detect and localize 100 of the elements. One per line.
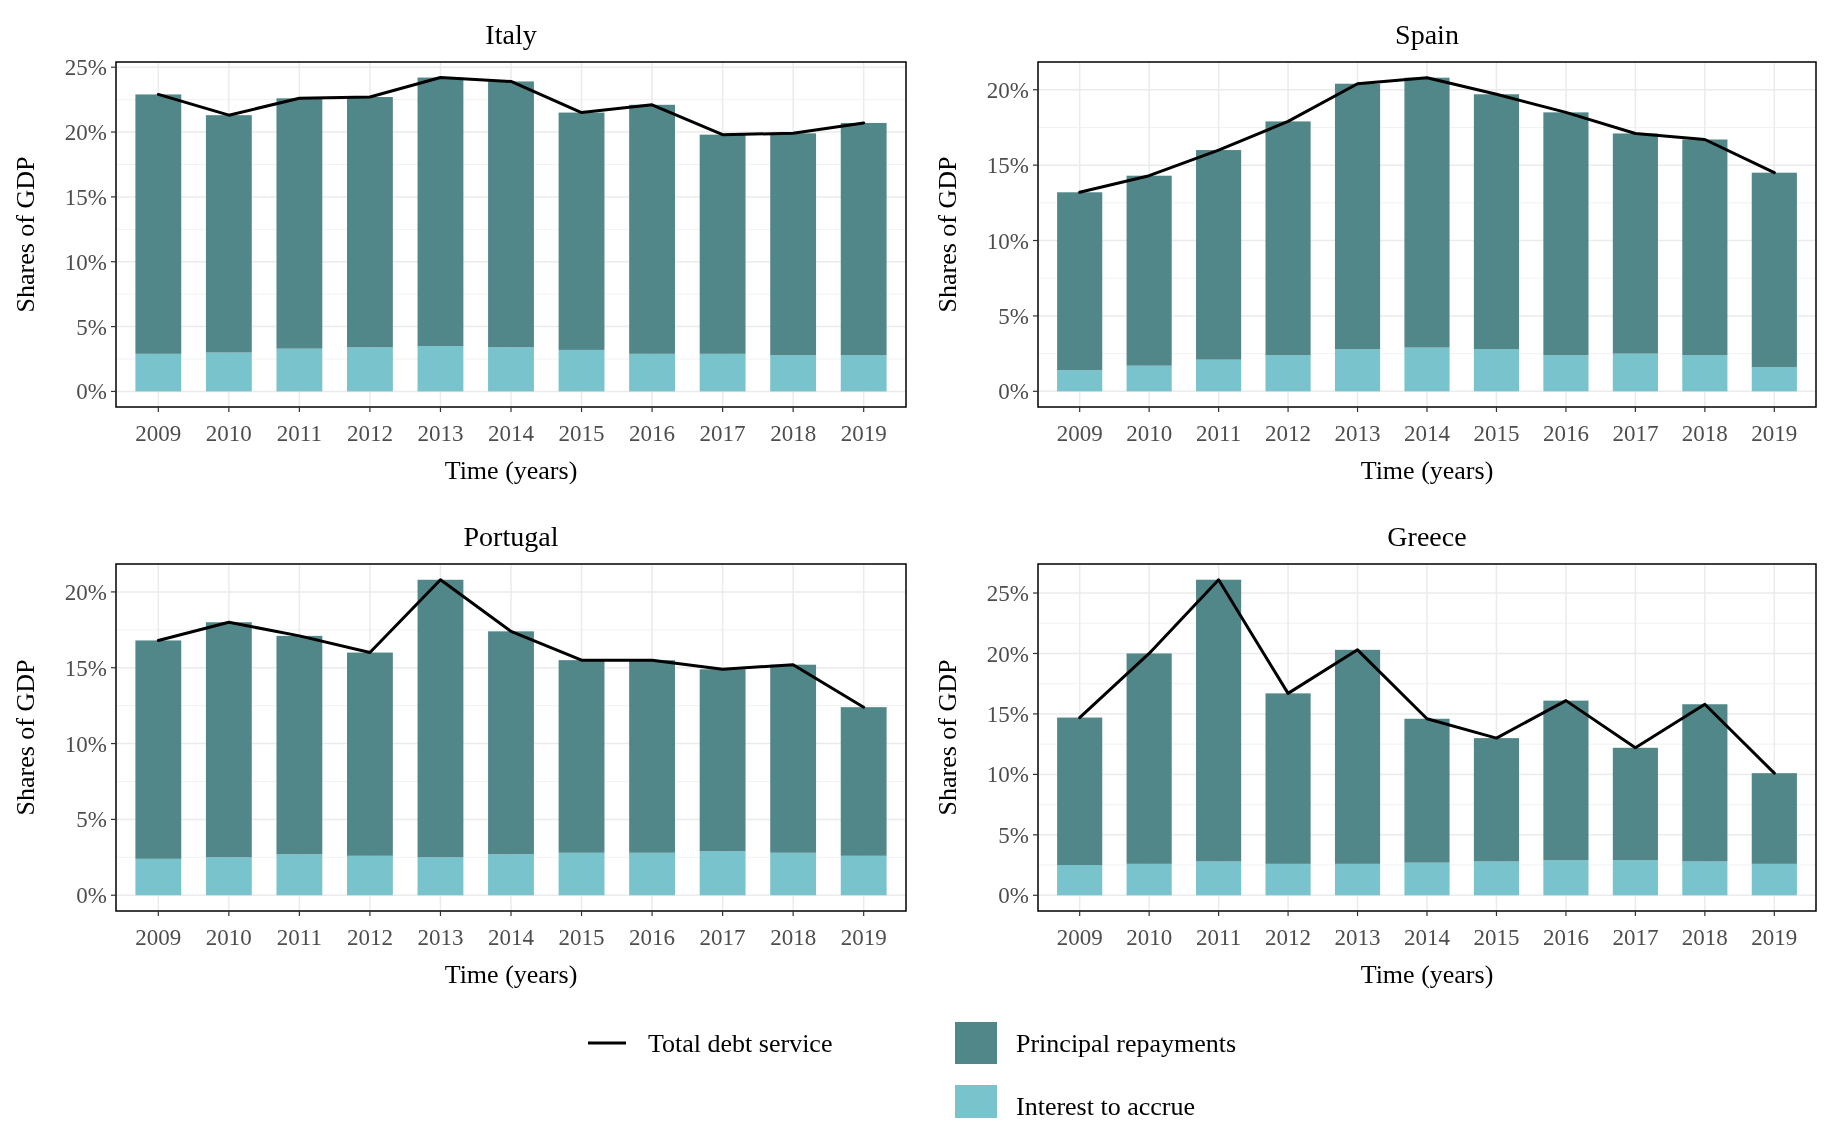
bar (1404, 347, 1450, 392)
y-tick-label: 10% (64, 249, 107, 275)
line-series (1078, 76, 1776, 194)
x-axis-title: Time (years) (1360, 456, 1494, 485)
x-tick-label: 2019 (840, 421, 887, 446)
bar (1473, 861, 1520, 896)
y-tick-label: 5% (76, 807, 107, 833)
bar (205, 622, 252, 858)
bar (699, 353, 746, 392)
bar (417, 579, 464, 858)
bar (205, 857, 252, 896)
bar (488, 854, 534, 896)
bar (1543, 355, 1589, 392)
line-series (1078, 578, 1776, 775)
y-tick-label: 5% (998, 822, 1029, 848)
y-tick-label: 25% (64, 55, 107, 81)
bar (770, 355, 817, 392)
bar (276, 348, 323, 392)
bar (276, 854, 323, 896)
y-tick-label: 20% (986, 77, 1029, 103)
bar (1682, 704, 1728, 862)
bar (135, 353, 182, 392)
x-tick-label: 2016 (629, 421, 676, 446)
y-tick-label: 15% (986, 153, 1029, 179)
bar (1334, 863, 1381, 896)
x-tick-label: 2018 (770, 925, 817, 950)
bar (629, 104, 675, 354)
legend-label: Total debt service (648, 1029, 833, 1059)
x-tick-label: 2014 (1404, 421, 1451, 446)
bar (699, 851, 746, 896)
bar (1334, 349, 1381, 392)
x-axis-title: Time (years) (444, 456, 578, 485)
bar (205, 115, 252, 353)
y-tick-label: 20% (64, 120, 107, 146)
x-tick-label: 2013 (417, 925, 464, 950)
bar (558, 349, 605, 392)
x-tick-label: 2010 (1126, 925, 1173, 950)
y-tick-label: 5% (998, 303, 1029, 329)
bar (488, 631, 534, 855)
x-tick-label: 2014 (488, 925, 535, 950)
bar (1751, 172, 1797, 368)
bar (1126, 653, 1172, 864)
x-tick-label: 2015 (558, 421, 605, 446)
x-tick-label: 2013 (1334, 421, 1381, 446)
x-tick-label: 2015 (558, 925, 605, 950)
bar (1473, 349, 1520, 392)
x-tick-label: 2019 (1751, 925, 1798, 950)
bar (1196, 150, 1242, 360)
bar (1126, 175, 1172, 366)
y-tick-label: 0% (76, 883, 107, 909)
x-tick-label: 2018 (770, 421, 817, 446)
bar (699, 134, 746, 354)
x-tick-label: 2009 (1056, 421, 1103, 446)
bar (770, 133, 817, 356)
bar (629, 660, 675, 853)
bar (417, 346, 464, 392)
bar (1751, 367, 1797, 392)
bar (1682, 355, 1728, 392)
x-tick-label: 2009 (135, 925, 182, 950)
x-tick-label: 2015 (1473, 421, 1520, 446)
bar (1612, 860, 1658, 896)
bar (347, 97, 393, 348)
x-tick-label: 2017 (1612, 925, 1659, 950)
y-tick-label: 10% (986, 762, 1029, 788)
bar (417, 857, 464, 896)
bar (1265, 693, 1311, 864)
bar (1404, 77, 1450, 348)
bar (276, 98, 323, 349)
y-tick-label: 0% (998, 379, 1029, 405)
bar (1265, 863, 1311, 896)
bar (1265, 121, 1311, 356)
bar (135, 94, 182, 354)
y-axis-title: Shares of GDP (933, 156, 962, 313)
x-tick-label: 2010 (205, 925, 252, 950)
bar (1334, 649, 1381, 864)
x-tick-label: 2012 (346, 421, 393, 446)
legend-label: Principal repayments (1016, 1029, 1237, 1059)
bar (1612, 747, 1658, 861)
bar (135, 858, 182, 896)
x-tick-label: 2010 (205, 421, 252, 446)
bar (770, 852, 817, 896)
y-axis-title: Shares of GDP (11, 156, 40, 313)
bar (1057, 865, 1103, 896)
bar (1473, 738, 1520, 862)
y-axis-title: Shares of GDP (11, 659, 40, 816)
bar (1057, 717, 1103, 866)
x-tick-label: 2013 (1334, 925, 1381, 950)
x-tick-label: 2010 (1126, 421, 1173, 446)
chart-title: Spain (1395, 19, 1459, 50)
chart-title: Portugal (463, 521, 559, 552)
x-tick-label: 2014 (1404, 925, 1451, 950)
bar (1126, 365, 1172, 392)
bar (1196, 359, 1242, 392)
x-tick-label: 2015 (1473, 925, 1520, 950)
y-tick-label: 10% (64, 731, 107, 757)
x-tick-label: 2011 (276, 421, 322, 446)
x-tick-label: 2011 (276, 925, 322, 950)
bar (417, 77, 464, 347)
bar (1751, 773, 1797, 864)
x-tick-label: 2009 (1056, 925, 1103, 950)
